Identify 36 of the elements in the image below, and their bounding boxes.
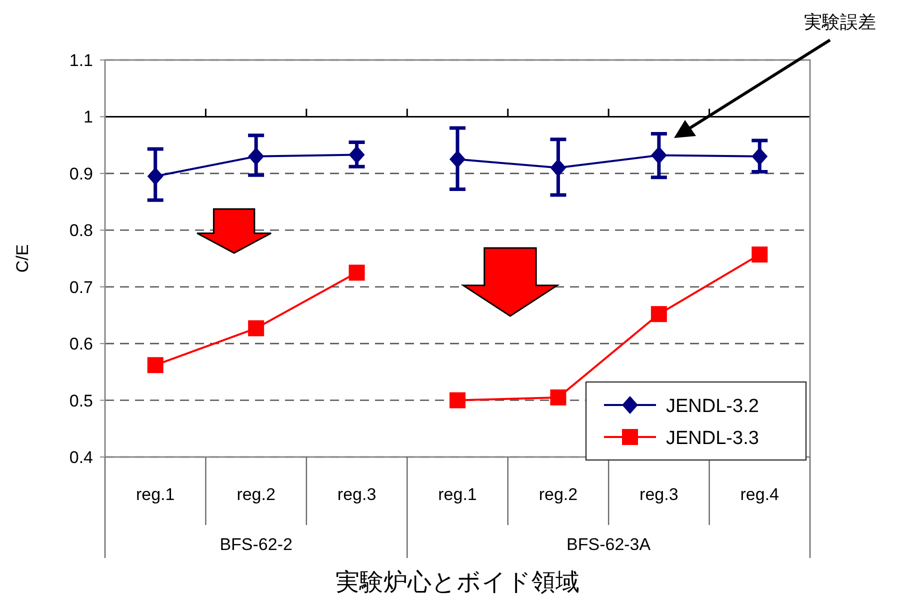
y-tick-label: 0.9 [69, 164, 93, 184]
point [147, 357, 164, 374]
point [550, 158, 566, 177]
text: BFS-62-3A [566, 535, 652, 554]
x-axis-title: 実験炉心とボイド領域 [336, 569, 580, 596]
point [147, 167, 164, 186]
x-tick-label: reg.4 [740, 485, 780, 504]
point [550, 389, 566, 406]
text: BFS-62-2 [220, 535, 292, 554]
point [348, 264, 365, 281]
y-tick-label: 1 [84, 108, 93, 127]
point [650, 306, 667, 322]
point [650, 146, 667, 164]
point [348, 146, 365, 164]
x-tick-label: reg.1 [438, 485, 477, 504]
y-tick-label: 0.5 [69, 391, 93, 410]
point [752, 246, 768, 263]
x-tick-label: reg.1 [136, 485, 175, 504]
x-tick-label: reg.2 [236, 485, 276, 504]
text: 実験誤差 [804, 12, 876, 32]
y-tick-label: 0.6 [69, 334, 93, 354]
y-axis-title: C/E [13, 244, 32, 273]
x-tick-label: reg.2 [538, 485, 578, 504]
legend-label: JENDL-3.3 [666, 428, 759, 449]
legend-label: JENDL-3.2 [666, 396, 759, 417]
point [450, 392, 466, 408]
y-tick-label: 1.1 [69, 51, 93, 70]
x-tick-label: reg.3 [640, 485, 678, 504]
x-tick-label: reg.3 [337, 485, 376, 504]
point [248, 320, 264, 336]
y-tick-label: 0.4 [69, 448, 93, 467]
point [248, 147, 264, 166]
y-tick-label: 0.8 [69, 221, 93, 240]
y-tick-label: 0.7 [69, 278, 93, 297]
point [752, 147, 768, 166]
point [450, 150, 466, 168]
